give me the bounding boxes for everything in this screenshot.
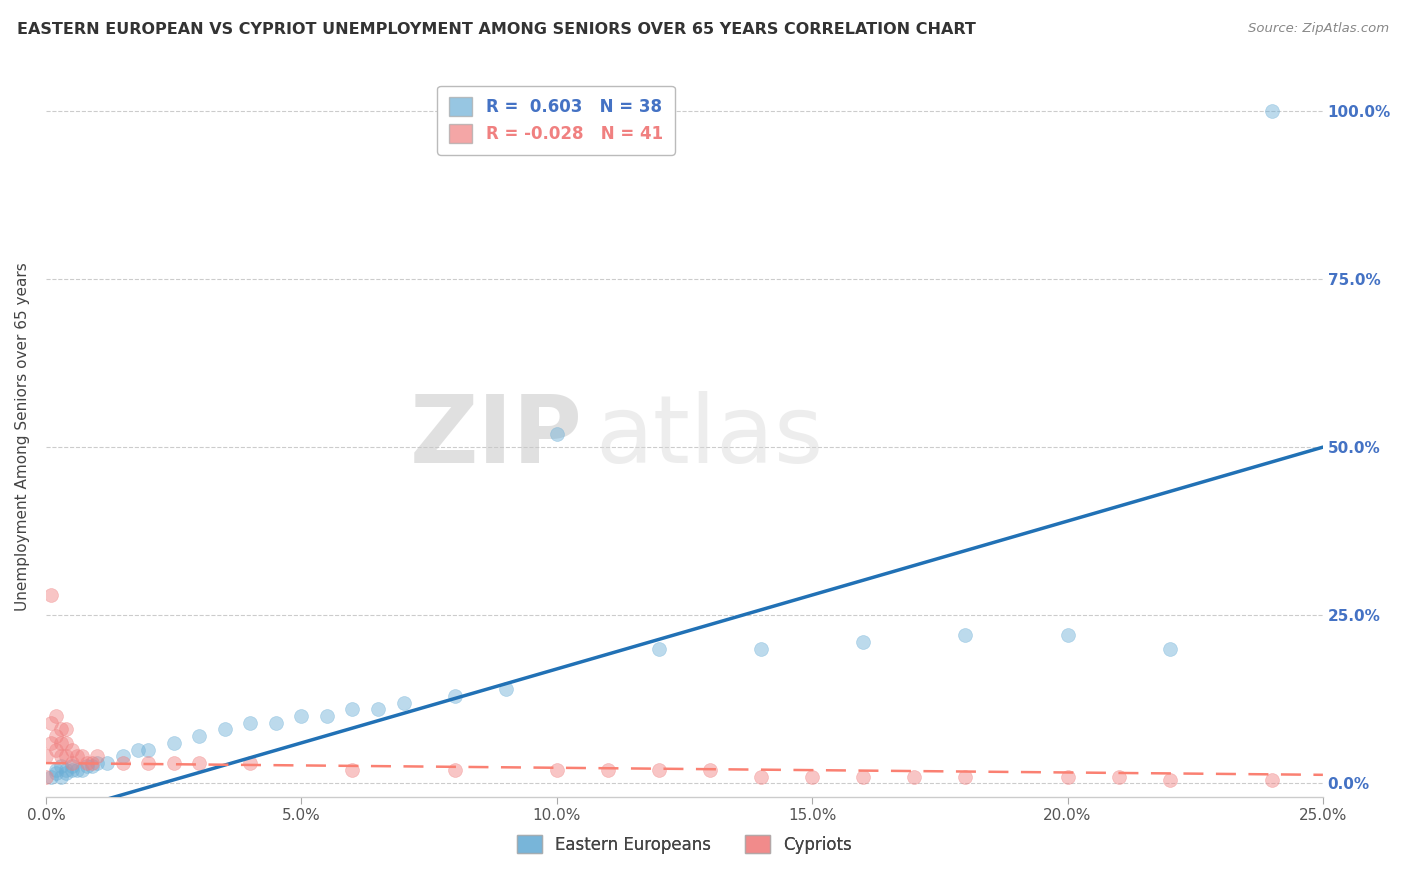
- Point: [35, 749, 58, 764]
- Point: [1159, 772, 1181, 787]
- Point: [55, 766, 77, 780]
- Legend: Eastern Europeans, Cypriots: Eastern Europeans, Cypriots: [510, 829, 859, 860]
- Point: [342, 702, 364, 716]
- Point: [903, 770, 925, 784]
- Point: [51, 759, 73, 773]
- Point: [852, 770, 875, 784]
- Point: [55, 749, 77, 764]
- Point: [55, 763, 77, 777]
- Point: [65, 763, 87, 777]
- Point: [55, 736, 77, 750]
- Point: [111, 749, 134, 764]
- Point: [955, 770, 977, 784]
- Point: [955, 628, 977, 642]
- Point: [76, 756, 98, 770]
- Point: [80, 759, 103, 773]
- Point: [1108, 770, 1130, 784]
- Point: [136, 756, 159, 770]
- Point: [51, 770, 73, 784]
- Point: [60, 756, 83, 770]
- Point: [699, 763, 721, 777]
- Point: [163, 736, 186, 750]
- Text: atlas: atlas: [595, 391, 824, 483]
- Point: [51, 723, 73, 737]
- Y-axis label: Unemployment Among Seniors over 65 years: Unemployment Among Seniors over 65 years: [15, 262, 30, 611]
- Point: [239, 715, 262, 730]
- Point: [51, 736, 73, 750]
- Point: [1261, 103, 1284, 118]
- Point: [367, 702, 389, 716]
- Point: [188, 756, 211, 770]
- Point: [76, 759, 98, 773]
- Point: [96, 756, 118, 770]
- Point: [45, 742, 67, 756]
- Point: [239, 756, 262, 770]
- Point: [342, 763, 364, 777]
- Point: [1056, 628, 1078, 642]
- Point: [1159, 641, 1181, 656]
- Text: EASTERN EUROPEAN VS CYPRIOT UNEMPLOYMENT AMONG SENIORS OVER 65 YEARS CORRELATION: EASTERN EUROPEAN VS CYPRIOT UNEMPLOYMENT…: [17, 22, 976, 37]
- Point: [39, 736, 62, 750]
- Point: [188, 729, 211, 743]
- Point: [86, 756, 108, 770]
- Text: Source: ZipAtlas.com: Source: ZipAtlas.com: [1249, 22, 1389, 36]
- Point: [70, 749, 93, 764]
- Point: [45, 729, 67, 743]
- Point: [35, 770, 58, 784]
- Point: [852, 635, 875, 649]
- Point: [45, 766, 67, 780]
- Point: [65, 749, 87, 764]
- Point: [648, 763, 671, 777]
- Text: ZIP: ZIP: [409, 391, 582, 483]
- Point: [749, 770, 772, 784]
- Point: [60, 759, 83, 773]
- Point: [392, 696, 415, 710]
- Point: [60, 763, 83, 777]
- Point: [546, 426, 568, 441]
- Point: [51, 749, 73, 764]
- Point: [39, 770, 62, 784]
- Point: [443, 763, 465, 777]
- Point: [45, 763, 67, 777]
- Point: [39, 715, 62, 730]
- Point: [1261, 772, 1284, 787]
- Point: [801, 770, 824, 784]
- Point: [495, 682, 517, 697]
- Point: [315, 709, 337, 723]
- Point: [136, 742, 159, 756]
- Point: [443, 689, 465, 703]
- Point: [55, 723, 77, 737]
- Point: [70, 763, 93, 777]
- Point: [1056, 770, 1078, 784]
- Point: [80, 756, 103, 770]
- Point: [214, 723, 236, 737]
- Point: [127, 742, 149, 756]
- Point: [546, 763, 568, 777]
- Point: [290, 709, 312, 723]
- Point: [596, 763, 619, 777]
- Point: [111, 756, 134, 770]
- Point: [648, 641, 671, 656]
- Point: [86, 749, 108, 764]
- Point: [749, 641, 772, 656]
- Point: [39, 588, 62, 602]
- Point: [264, 715, 287, 730]
- Point: [163, 756, 186, 770]
- Point: [45, 709, 67, 723]
- Point: [60, 742, 83, 756]
